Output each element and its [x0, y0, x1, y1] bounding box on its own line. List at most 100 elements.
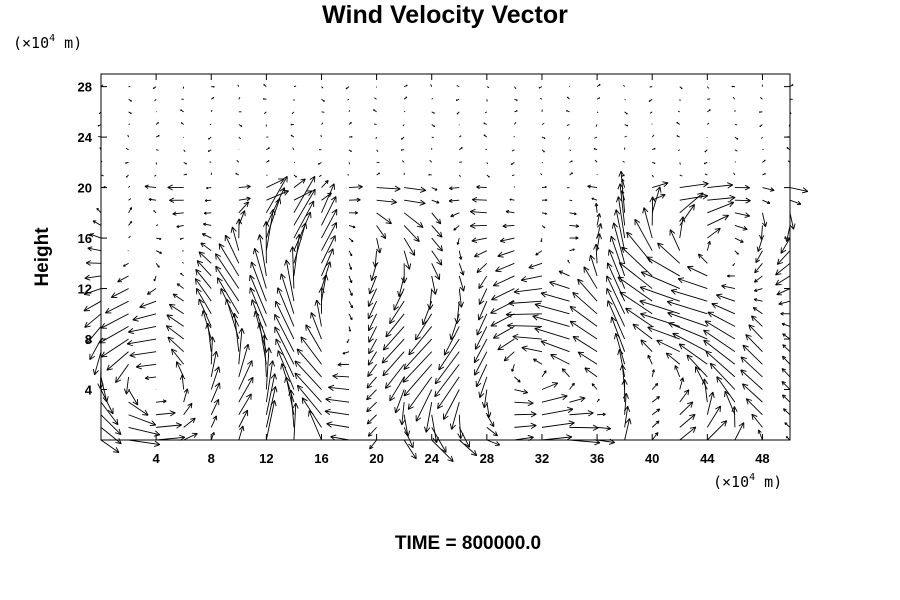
- wind-vector: [478, 288, 488, 305]
- wind-vector: [511, 364, 515, 372]
- wind-vector: [569, 160, 573, 163]
- wind-vector: [486, 162, 488, 165]
- wind-vector: [448, 198, 460, 203]
- wind-vector: [459, 147, 463, 151]
- wind-vector: [265, 360, 275, 403]
- wind-vector: [776, 288, 791, 296]
- wind-vector: [569, 224, 580, 228]
- wind-vector: [321, 183, 335, 214]
- wind-vector: [366, 376, 377, 389]
- wind-vector: [403, 439, 417, 460]
- wind-vector: [366, 389, 377, 401]
- wind-vector: [238, 376, 254, 403]
- wind-vector: [368, 338, 377, 355]
- wind-vector: [567, 259, 570, 264]
- wind-vector: [314, 299, 322, 327]
- wind-vector: [135, 363, 157, 370]
- wind-vector: [458, 427, 470, 448]
- wind-vector: [478, 275, 488, 290]
- wind-vector: [569, 172, 573, 176]
- wind-vector: [514, 98, 518, 101]
- wind-vector: [679, 162, 681, 165]
- wind-vector: [99, 326, 129, 344]
- wind-vector: [499, 237, 515, 243]
- wind-vector: [705, 350, 736, 378]
- wind-vector: [734, 422, 745, 441]
- wind-vector: [624, 98, 626, 101]
- wind-vector: [706, 86, 710, 89]
- wind-vector: [745, 398, 763, 416]
- wind-vector: [289, 246, 296, 289]
- wind-vector: [676, 121, 681, 125]
- wind-vector: [148, 197, 157, 202]
- wind-vector: [486, 86, 490, 89]
- wind-vector: [372, 250, 379, 268]
- wind-vector: [373, 109, 377, 113]
- wind-vector: [473, 338, 488, 364]
- wind-vector: [235, 218, 243, 239]
- wind-vector: [156, 237, 162, 241]
- wind-vector: [608, 249, 626, 289]
- wind-vector: [427, 288, 434, 310]
- wind-vector: [475, 364, 488, 388]
- wind-vector: [347, 98, 350, 101]
- wind-vector: [293, 174, 297, 178]
- wind-vector: [783, 408, 791, 416]
- wind-vector: [165, 325, 184, 340]
- wind-vector: [751, 413, 763, 428]
- wind-vector: [348, 237, 354, 243]
- x-tick-label: 16: [314, 451, 328, 466]
- wind-vector: [704, 149, 708, 153]
- wind-vector: [677, 110, 680, 113]
- wind-vector: [595, 124, 598, 127]
- wind-vector: [203, 211, 212, 215]
- x-tick-label: 8: [208, 451, 215, 466]
- wind-vector: [348, 162, 351, 165]
- wind-vector: [514, 389, 528, 395]
- wind-vector: [429, 159, 433, 163]
- wind-vector: [622, 160, 625, 163]
- plot-frame: [100, 73, 791, 441]
- wind-vector: [431, 275, 438, 295]
- wind-vector: [587, 184, 598, 189]
- wind-vector: [458, 250, 463, 260]
- wind-vector: [337, 362, 350, 367]
- wind-vector: [754, 263, 763, 274]
- wind-vector: [92, 351, 102, 376]
- wind-vector: [97, 124, 102, 127]
- y-unit-label: (×104 m): [13, 33, 82, 52]
- wind-vector: [154, 98, 157, 102]
- wind-vector: [349, 135, 353, 138]
- wind-vector: [704, 173, 708, 176]
- wind-vector: [734, 136, 739, 140]
- wind-vector: [624, 135, 627, 138]
- chart-title: Wind Velocity Vector: [322, 1, 568, 29]
- wind-vector: [597, 412, 606, 417]
- wind-vector: [431, 263, 441, 281]
- wind-vector: [349, 211, 358, 215]
- wind-vector: [456, 85, 460, 88]
- wind-vector: [321, 248, 334, 277]
- wind-vector: [594, 203, 599, 213]
- wind-vector: [458, 135, 462, 138]
- wind-vector: [210, 96, 215, 100]
- wind-vector: [237, 84, 240, 87]
- vector-field: [83, 83, 809, 463]
- x-tick-label: 36: [590, 451, 604, 466]
- wind-vector: [403, 237, 416, 256]
- wind-vector: [622, 392, 629, 415]
- wind-vector: [711, 302, 736, 315]
- wind-vector: [647, 326, 680, 340]
- wind-vector: [754, 288, 763, 292]
- wind-vector: [514, 399, 534, 407]
- wind-vector: [577, 278, 598, 302]
- wind-vector: [100, 439, 120, 453]
- wind-vector: [263, 98, 267, 100]
- wind-vector: [154, 174, 157, 177]
- wind-vector: [402, 124, 405, 127]
- wind-vector: [127, 325, 157, 335]
- wind-vector: [455, 98, 460, 102]
- wind-vector: [541, 212, 547, 215]
- wind-vector: [210, 366, 221, 390]
